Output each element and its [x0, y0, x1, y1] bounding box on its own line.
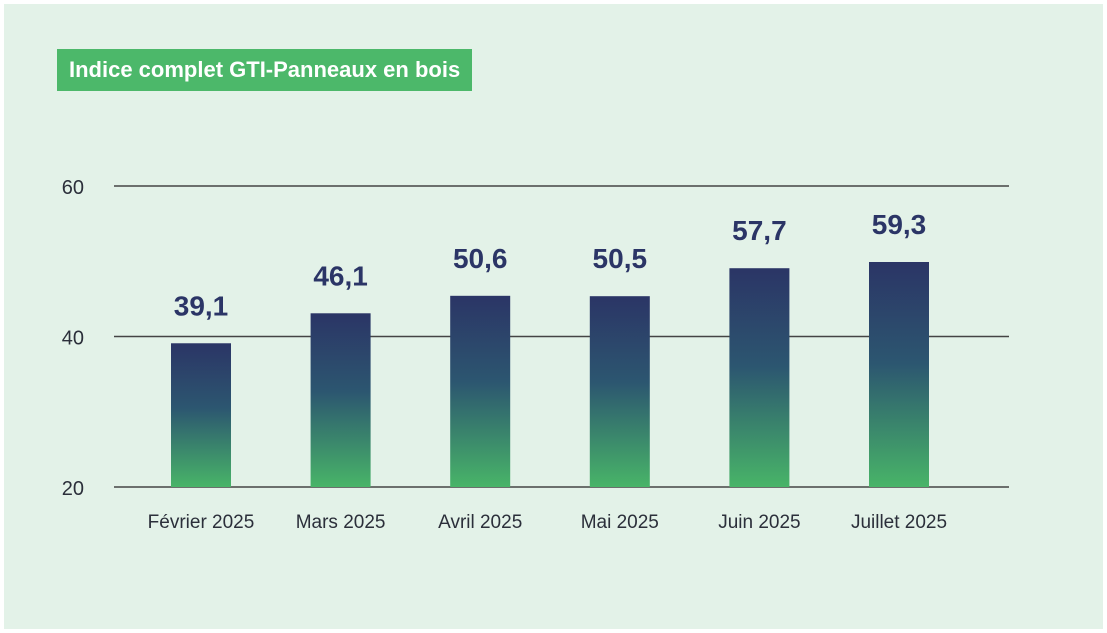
- value-label-1: 46,1: [313, 260, 368, 291]
- value-label-0: 39,1: [174, 290, 229, 321]
- bar-5: [869, 262, 929, 487]
- category-label-1: Mars 2025: [296, 512, 386, 533]
- bar-3: [589, 296, 650, 487]
- category-label-0: Février 2025: [148, 512, 255, 533]
- category-label-5: Juillet 2025: [851, 512, 947, 533]
- value-labels: 39,1 46,1 50,6 50,5 57,7 59,3: [174, 209, 927, 321]
- category-label-4: Juin 2025: [718, 512, 800, 533]
- category-label-2: Avril 2025: [438, 512, 522, 533]
- y-tick-60: 60: [62, 177, 84, 199]
- value-label-3: 50,5: [593, 243, 648, 274]
- chart-title: Indice complet GTI-Panneaux en bois: [57, 49, 473, 91]
- bar-1: [310, 313, 371, 487]
- bars: [171, 262, 929, 487]
- y-tick-20: 20: [62, 478, 84, 500]
- y-axis-ticks: 20 40 60: [62, 177, 84, 500]
- value-label-5: 59,3: [872, 209, 927, 240]
- category-labels: Février 2025 Mars 2025 Avril 2025 Mai 2025 J…: [148, 512, 947, 533]
- category-label-3: Mai 2025: [581, 512, 659, 533]
- value-label-2: 50,6: [453, 243, 508, 274]
- bar-2: [450, 295, 511, 487]
- bar-4: [729, 268, 790, 487]
- value-label-4: 57,7: [732, 215, 787, 246]
- bar-0: [171, 343, 231, 487]
- gridlines: [114, 185, 1009, 488]
- y-tick-40: 40: [62, 328, 84, 350]
